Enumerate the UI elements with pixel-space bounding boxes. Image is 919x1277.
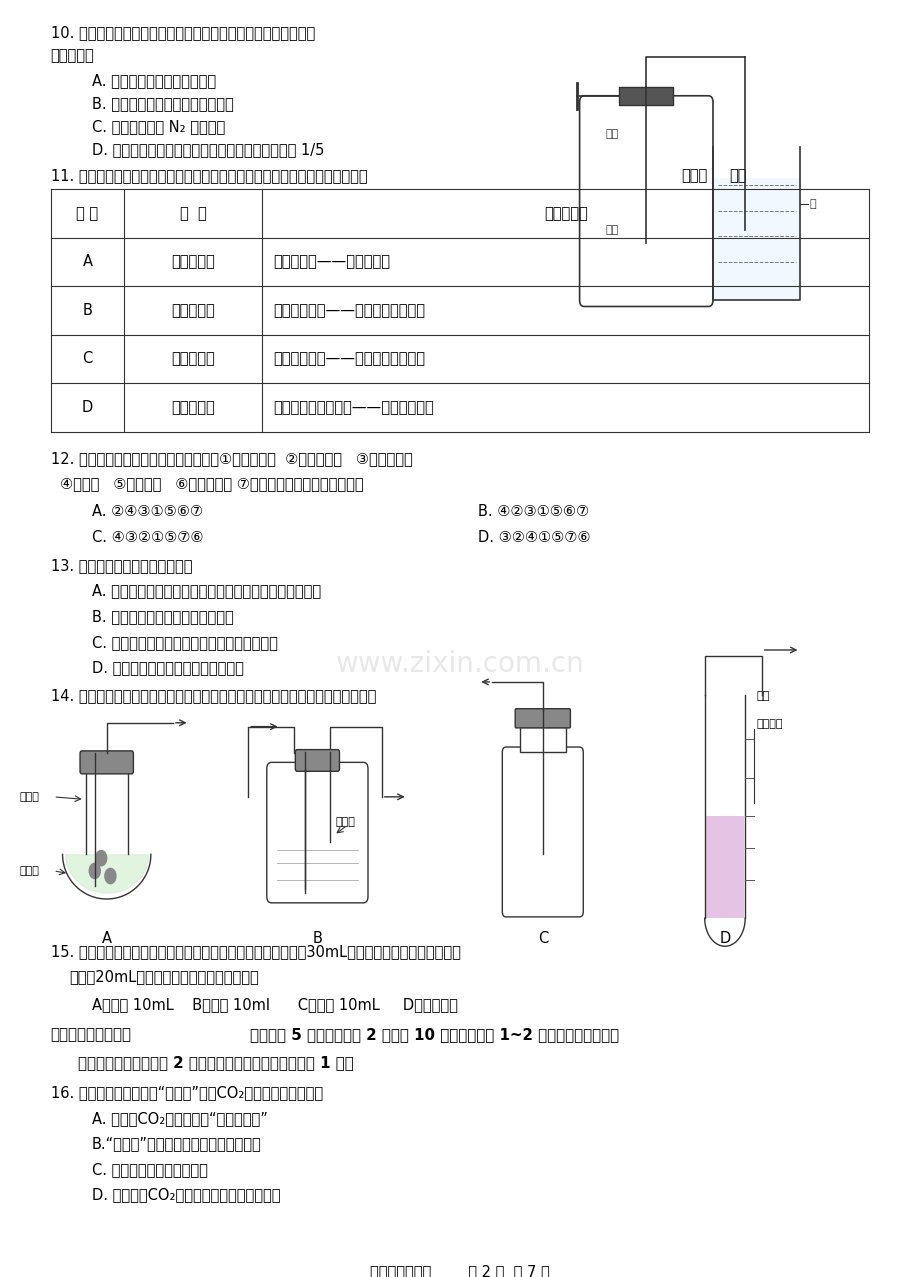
- Text: B: B: [312, 931, 322, 946]
- Text: 空气: 空气: [605, 129, 618, 139]
- Text: 防治贫血症——补充铁元素: 防治贫血症——补充铁元素: [273, 254, 390, 269]
- FancyBboxPatch shape: [502, 747, 583, 917]
- FancyBboxPatch shape: [267, 762, 368, 903]
- Text: 16. 许多化学物质是一柄“双刃剑”。对CO₂的利弊评价不妥的是: 16. 许多化学物质是一柄“双刃剑”。对CO₂的利弊评价不妥的是: [51, 1085, 323, 1101]
- Text: A. 大气中CO₂过多会造成“臭氧层空洞”: A. 大气中CO₂过多会造成“臭氧层空洞”: [92, 1111, 267, 1126]
- Text: www.zixin.com.cn: www.zixin.com.cn: [335, 650, 584, 678]
- FancyBboxPatch shape: [579, 96, 712, 306]
- Text: 不正确: 不正确: [680, 169, 707, 184]
- Text: 紫色: 紫色: [755, 691, 768, 701]
- Text: 11. 化学对人类的生活和社会发展做出了巨大的贡献。下列有关主题知识与应用: 11. 化学对人类的生活和社会发展做出了巨大的贡献。下列有关主题知识与应用: [51, 169, 367, 184]
- Text: 化学与生活: 化学与生活: [171, 254, 215, 269]
- Text: 10. 右图装置常用来测定空气中氧气的含量。下列对该实验的认识: 10. 右图装置常用来测定空气中氧气的含量。下列对该实验的认识: [51, 26, 314, 41]
- Text: 浓硫酸: 浓硫酸: [335, 817, 356, 827]
- Text: 的是: 的是: [729, 169, 746, 184]
- Text: 化学与环境: 化学与环境: [171, 351, 215, 366]
- Text: C. 利用干冰可进行人工降雨: C. 利用干冰可进行人工降雨: [92, 1162, 208, 1177]
- Text: B. 燃烧匙中的红磷可以换成细铁丝: B. 燃烧匙中的红磷可以换成细铁丝: [92, 96, 233, 111]
- Text: 读数为20mL，则小成实际倒出的液体体积为: 读数为20mL，则小成实际倒出的液体体积为: [69, 969, 258, 985]
- Text: 14. 下图分别是二氧化碳的制取、干燥、收集和性质实验的装置图，其中正确的是: 14. 下图分别是二氧化碳的制取、干燥、收集和性质实验的装置图，其中正确的是: [51, 688, 376, 704]
- Text: D. ③②④①⑤⑦⑥: D. ③②④①⑤⑦⑥: [478, 530, 590, 545]
- Text: C: C: [537, 931, 548, 946]
- Text: A、大于 10mL    B、小于 10ml      C、等于 10mL     D、无法确定: A、大于 10mL B、小于 10ml C、等于 10mL D、无法确定: [92, 997, 458, 1013]
- Text: 进入久未开启的菜窖——先做灯火试验: 进入久未开启的菜窖——先做灯火试验: [273, 400, 434, 415]
- FancyBboxPatch shape: [295, 750, 339, 771]
- Text: ④装药品   ⑤收集氧气   ⑥熄灭酒精灯 ⑦将导管移出水面。正确顺序为: ④装药品 ⑤收集氧气 ⑥熄灭酒精灯 ⑦将导管移出水面。正确顺序为: [60, 476, 363, 492]
- Bar: [519, 727, 565, 752]
- Text: B: B: [83, 303, 92, 318]
- Text: C. ④③②①⑤⑦⑥: C. ④③②①⑤⑦⑥: [92, 530, 203, 545]
- Text: A: A: [102, 931, 111, 946]
- Circle shape: [105, 868, 116, 884]
- Text: 石灰石: 石灰石: [19, 866, 40, 876]
- Text: 15. 小成同学量取液体，俯视液体凹液面的最底处相平，读数为30mL，将液体倒出一部分后，仰视: 15. 小成同学量取液体，俯视液体凹液面的最底处相平，读数为30mL，将液体倒出…: [51, 944, 460, 959]
- Text: 13. 下列关于氧气的说法正确的是: 13. 下列关于氧气的说法正确的是: [51, 558, 192, 573]
- Text: 化学与安全: 化学与安全: [171, 400, 215, 415]
- Text: D. 大气层中CO₂越多，抵御紫外光作用越强: D. 大气层中CO₂越多，抵御紫外光作用越强: [92, 1188, 280, 1203]
- Text: 主  题: 主 题: [179, 206, 207, 221]
- Text: A. 红磷燃烧产生大量白色烟雾: A. 红磷燃烧产生大量白色烟雾: [92, 73, 216, 88]
- Text: B. ④②③①⑤⑥⑦: B. ④②③①⑤⑥⑦: [478, 504, 589, 520]
- Bar: [618, 87, 673, 105]
- Text: A. 验证氧气是否集满，可以用带火星的木条放在集气瓶中: A. 验证氧气是否集满，可以用带火星的木条放在集气瓶中: [92, 584, 321, 599]
- Text: 稀盐酸: 稀盐酸: [19, 792, 40, 802]
- Text: B.“碳酸水”浇灌植物对植物光合作用有利: B.“碳酸水”浇灌植物对植物光合作用有利: [92, 1137, 262, 1152]
- Text: 化学与能源: 化学与能源: [171, 303, 215, 318]
- Bar: [713, 178, 799, 299]
- Text: 减少大气污染——禁止工厂排放尾气: 减少大气污染——禁止工厂排放尾气: [273, 351, 425, 366]
- Text: A: A: [83, 254, 92, 269]
- Text: C. 水中的生物能生存，是因为氧气极易溶于水: C. 水中的生物能生存，是因为氧气极易溶于水: [92, 635, 278, 650]
- Text: 石蕊试液: 石蕊试液: [755, 719, 782, 729]
- Text: 红磷: 红磷: [605, 225, 618, 235]
- Text: C: C: [82, 351, 93, 366]
- Text: 九年级化学试卷        第 2 页  共 7 页: 九年级化学试卷 第 2 页 共 7 页: [369, 1264, 550, 1277]
- Text: 水: 水: [809, 199, 815, 209]
- Circle shape: [96, 850, 107, 866]
- Bar: [275, 836, 359, 894]
- Text: 12. 实验室制氧气主要过程为以下几步：①给试管加热  ②检查气密性   ③装配好仪器: 12. 实验室制氧气主要过程为以下几步：①给试管加热 ②检查气密性 ③装配好仪器: [51, 451, 412, 466]
- FancyBboxPatch shape: [80, 751, 133, 774]
- Text: 知识与应用: 知识与应用: [543, 206, 587, 221]
- Text: 选、多选不给分。若有 2 个正确选项，只选一个且正确给 1 分）: 选、多选不给分。若有 2 个正确选项，只选一个且正确给 1 分）: [78, 1055, 354, 1070]
- Text: D: D: [82, 400, 93, 415]
- Text: 选 项: 选 项: [76, 206, 98, 221]
- Text: 改善能源结构——开发太阳能、氢能: 改善能源结构——开发太阳能、氢能: [273, 303, 425, 318]
- Circle shape: [89, 863, 100, 879]
- FancyBboxPatch shape: [515, 709, 570, 728]
- Text: D: D: [719, 931, 730, 946]
- Text: B. 氧气能跟所有物质发生氧化反应: B. 氧气能跟所有物质发生氧化反应: [92, 609, 233, 624]
- Text: D. 红磷的量不足会导致进入集气瓶中水的体积大于 1/5: D. 红磷的量不足会导致进入集气瓶中水的体积大于 1/5: [92, 142, 324, 157]
- Text: C. 该实验可说明 N₂ 难溶于水: C. 该实验可说明 N₂ 难溶于水: [92, 119, 225, 134]
- Text: 二、不定项选择题（: 二、不定项选择题（: [51, 1027, 131, 1042]
- Text: A. ②④③①⑤⑥⑦: A. ②④③①⑤⑥⑦: [92, 504, 203, 520]
- Text: 中正确的是: 中正确的是: [51, 49, 95, 64]
- Text: 本题包括 5 小题，每小题 2 分，共 10 分。每小题有 1~2 个选项符合题意，错: 本题包括 5 小题，每小题 2 分，共 10 分。每小题有 1~2 个选项符合题…: [250, 1027, 618, 1042]
- Bar: [705, 816, 743, 918]
- Text: D. 液态氧气和固态氧气都是淡蓝色的: D. 液态氧气和固态氧气都是淡蓝色的: [92, 660, 244, 676]
